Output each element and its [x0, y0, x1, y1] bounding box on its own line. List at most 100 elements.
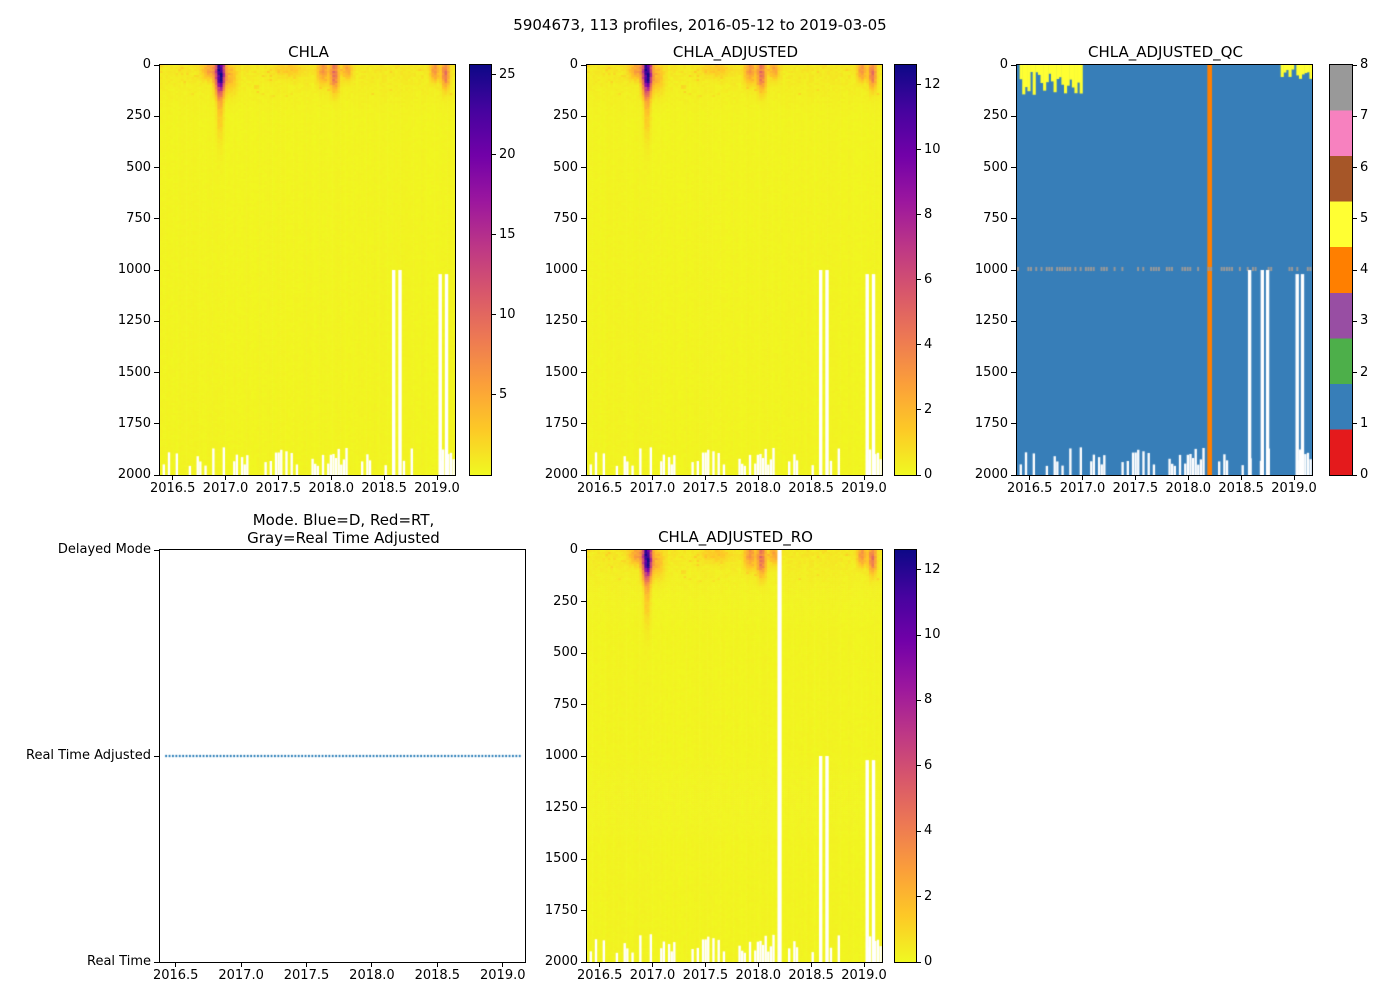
y-tick-label: 0: [569, 56, 578, 72]
colorbar-tick-label: 15: [499, 226, 516, 242]
tick-mark: [154, 961, 159, 963]
x-tick-label: 2019.0: [480, 968, 526, 983]
tick-mark: [581, 549, 586, 551]
subplot-title-chla: CHLA: [288, 43, 329, 61]
x-tick-label: 2018.0: [735, 968, 782, 983]
tick-mark: [917, 634, 921, 636]
y-tick-label: 2000: [544, 466, 578, 482]
tick-mark: [863, 476, 865, 480]
colorbar-tick-label: 25: [499, 66, 516, 82]
tick-mark: [581, 218, 586, 220]
chla-adjusted-ro-heatmap-canvas: [587, 550, 882, 962]
colorbar-tick-label: 20: [499, 146, 516, 162]
tick-mark: [917, 474, 921, 476]
colorbar-tick-label: 10: [924, 141, 941, 157]
tick-mark: [810, 476, 812, 480]
tick-mark: [1353, 474, 1357, 476]
tick-mark: [1353, 320, 1357, 322]
x-tick-label: 2017.5: [283, 968, 330, 983]
tick-mark: [240, 963, 242, 967]
tick-mark: [1011, 167, 1016, 168]
x-tick-label: 2019.0: [841, 968, 887, 983]
x-tick-label: 2018.5: [788, 968, 834, 983]
colorbar-tick-label: 5: [499, 386, 508, 402]
tick-mark: [154, 218, 159, 220]
tick-mark: [1011, 269, 1016, 271]
tick-mark: [917, 896, 921, 898]
tick-mark: [306, 963, 308, 967]
y-tick-label: 1250: [544, 313, 578, 329]
tick-mark: [1082, 476, 1084, 480]
tick-mark: [581, 704, 586, 705]
tick-mark: [383, 476, 385, 480]
y-tick-label: 1000: [544, 261, 578, 277]
tick-mark: [436, 963, 438, 967]
chla-adjusted-qc-plot-area: [1016, 64, 1313, 476]
x-tick-label: 2019.0: [1271, 481, 1317, 496]
colorbar-tick-label: 2: [924, 888, 933, 904]
tick-mark: [175, 963, 177, 967]
y-tick-label: 2000: [544, 953, 578, 969]
y-tick-label: 250: [553, 108, 578, 124]
y-tick-label: 2000: [974, 466, 1008, 482]
tick-mark: [154, 549, 159, 551]
chla-colorbar: [469, 64, 492, 476]
x-tick-label: 2016.5: [1006, 481, 1053, 496]
tick-mark: [154, 372, 159, 373]
chla-adjusted-colorbar: [894, 64, 917, 476]
x-tick-label: 2017.0: [629, 481, 676, 496]
colorbar-tick-label: 6: [1360, 159, 1369, 175]
tick-mark: [172, 476, 174, 480]
tick-mark: [1240, 476, 1242, 480]
tick-mark: [917, 961, 921, 963]
tick-mark: [492, 314, 496, 316]
x-tick-label: 2018.5: [788, 481, 834, 496]
figure-title: 5904673, 113 profiles, 2016-05-12 to 201…: [513, 16, 887, 34]
x-tick-label: 2017.5: [255, 481, 302, 496]
tick-mark: [581, 910, 586, 911]
tick-mark: [1353, 167, 1357, 168]
tick-mark: [371, 963, 373, 967]
tick-mark: [154, 64, 159, 66]
chla-adjusted-ro-plot-area: [586, 549, 883, 963]
tick-mark: [225, 476, 227, 480]
tick-mark: [1353, 372, 1357, 373]
tick-mark: [492, 154, 496, 156]
tick-mark: [436, 476, 438, 480]
colorbar-tick-label: 12: [924, 76, 941, 92]
y-tick-label: 1750: [544, 902, 578, 918]
tick-mark: [917, 569, 921, 571]
subplot-title-mode: Mode. Blue=D, Red=RT, Gray=Real Time Adj…: [247, 511, 440, 548]
tick-mark: [581, 961, 586, 963]
y-tick-label: 1000: [974, 261, 1008, 277]
tick-mark: [154, 474, 159, 476]
y-tick-label: 1750: [544, 415, 578, 431]
tick-mark: [917, 344, 921, 346]
x-tick-label: 2017.5: [1112, 481, 1159, 496]
tick-mark: [581, 474, 586, 476]
y-tick-label: 750: [126, 210, 151, 226]
tick-mark: [492, 74, 496, 76]
y-tick-label: 1000: [544, 747, 578, 763]
tick-mark: [154, 115, 159, 117]
tick-mark: [1011, 474, 1016, 476]
y-tick-label: 0: [999, 56, 1008, 72]
mode-y-label: Real Time Adjusted: [26, 747, 151, 763]
y-tick-label: 1500: [974, 364, 1008, 380]
tick-mark: [502, 963, 504, 967]
tick-mark: [917, 149, 921, 151]
y-tick-label: 1750: [974, 415, 1008, 431]
y-tick-label: 1250: [117, 313, 151, 329]
tick-mark: [1011, 423, 1016, 425]
y-tick-label: 500: [983, 159, 1008, 175]
colorbar-tick-label: 4: [1360, 261, 1369, 277]
ro-colorbar: [894, 549, 917, 963]
x-tick-label: 2017.5: [682, 481, 729, 496]
tick-mark: [154, 423, 159, 425]
tick-mark: [581, 372, 586, 373]
x-tick-label: 2018.0: [735, 481, 782, 496]
colorbar-tick-label: 8: [924, 206, 933, 222]
tick-mark: [581, 320, 586, 322]
x-tick-label: 2016.5: [576, 481, 623, 496]
